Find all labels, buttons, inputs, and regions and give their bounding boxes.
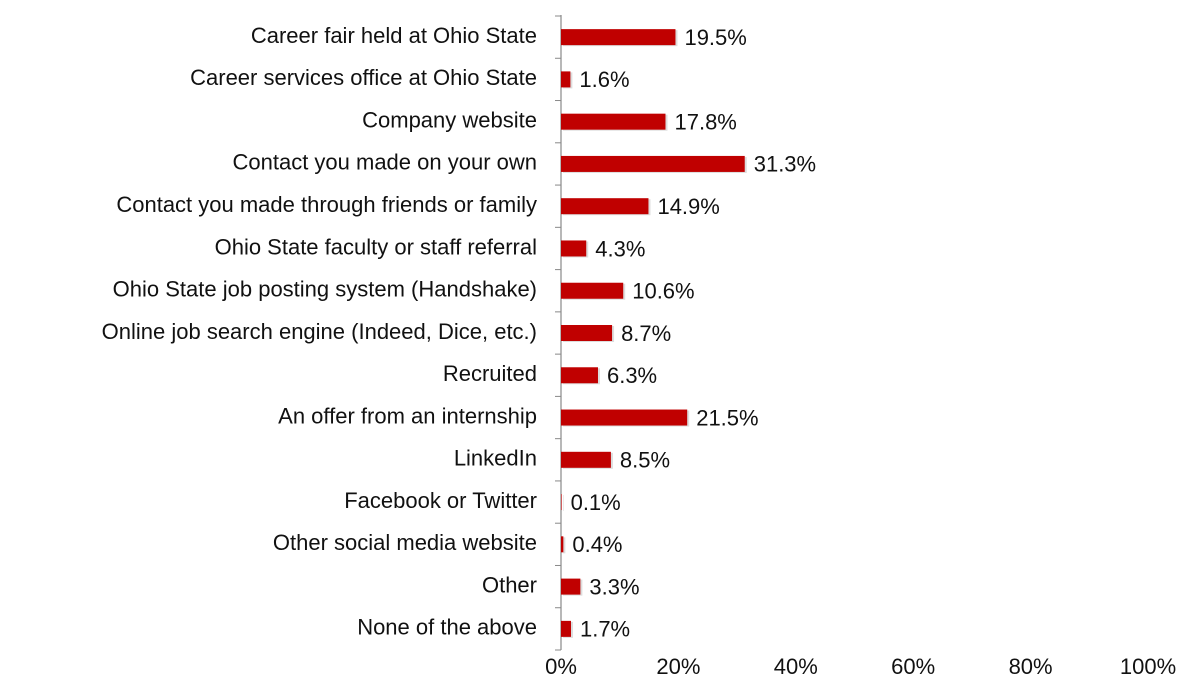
data-label: 31.3% bbox=[754, 152, 816, 177]
y-tick-label: Company website bbox=[362, 107, 537, 132]
y-tick-label: None of the above bbox=[357, 615, 537, 640]
y-tick-label: Recruited bbox=[443, 361, 537, 386]
bar bbox=[561, 620, 571, 637]
data-label: 0.1% bbox=[571, 490, 621, 515]
data-label: 4.3% bbox=[595, 236, 645, 261]
bar bbox=[561, 536, 564, 553]
y-tick-label: Ohio State job posting system (Handshake… bbox=[113, 277, 537, 302]
bar bbox=[561, 325, 613, 341]
data-label: 0.4% bbox=[572, 532, 622, 557]
data-label: 21.5% bbox=[696, 405, 758, 430]
x-tick-label: 80% bbox=[1009, 654, 1053, 679]
bar bbox=[561, 451, 611, 468]
bar bbox=[561, 240, 587, 257]
data-label: 1.7% bbox=[580, 617, 630, 642]
y-tick-label: Facebook or Twitter bbox=[344, 488, 537, 513]
bar bbox=[561, 29, 676, 46]
data-label: 19.5% bbox=[684, 25, 746, 50]
y-tick-label: Contact you made through friends or fami… bbox=[116, 192, 537, 217]
bar bbox=[561, 198, 649, 215]
x-tick-label: 20% bbox=[656, 654, 700, 679]
data-label: 14.9% bbox=[657, 194, 719, 219]
bar-shadow bbox=[563, 537, 566, 554]
y-tick-label: Other social media website bbox=[273, 530, 537, 555]
bar bbox=[561, 578, 581, 595]
y-tick-label: Online job search engine (Indeed, Dice, … bbox=[102, 319, 537, 344]
y-tick-label: Career services office at Ohio State bbox=[190, 65, 537, 90]
x-tick-label: 0% bbox=[545, 654, 577, 679]
y-tick-label: LinkedIn bbox=[454, 446, 537, 471]
bar bbox=[561, 155, 745, 172]
x-tick-label: 100% bbox=[1120, 654, 1176, 679]
data-label: 8.5% bbox=[620, 448, 670, 473]
bar bbox=[561, 71, 571, 88]
x-tick-label: 40% bbox=[774, 654, 818, 679]
data-label: 8.7% bbox=[621, 321, 671, 346]
data-label: 3.3% bbox=[589, 574, 639, 599]
bar-shadow bbox=[563, 495, 564, 512]
x-tick-label: 60% bbox=[891, 654, 935, 679]
y-tick-label: Contact you made on your own bbox=[232, 150, 537, 175]
bar bbox=[561, 494, 562, 511]
y-tick-label: An offer from an internship bbox=[278, 403, 537, 428]
bar bbox=[561, 282, 624, 299]
data-label: 10.6% bbox=[632, 279, 694, 304]
data-label: 17.8% bbox=[674, 109, 736, 134]
data-label: 6.3% bbox=[607, 363, 657, 388]
bar bbox=[561, 409, 688, 426]
y-tick-label: Ohio State faculty or staff referral bbox=[215, 234, 537, 259]
bar bbox=[561, 113, 666, 130]
data-label: 1.6% bbox=[579, 67, 629, 92]
y-tick-label: Other bbox=[482, 572, 537, 597]
y-tick-label: Career fair held at Ohio State bbox=[251, 23, 537, 48]
bar bbox=[561, 367, 598, 384]
